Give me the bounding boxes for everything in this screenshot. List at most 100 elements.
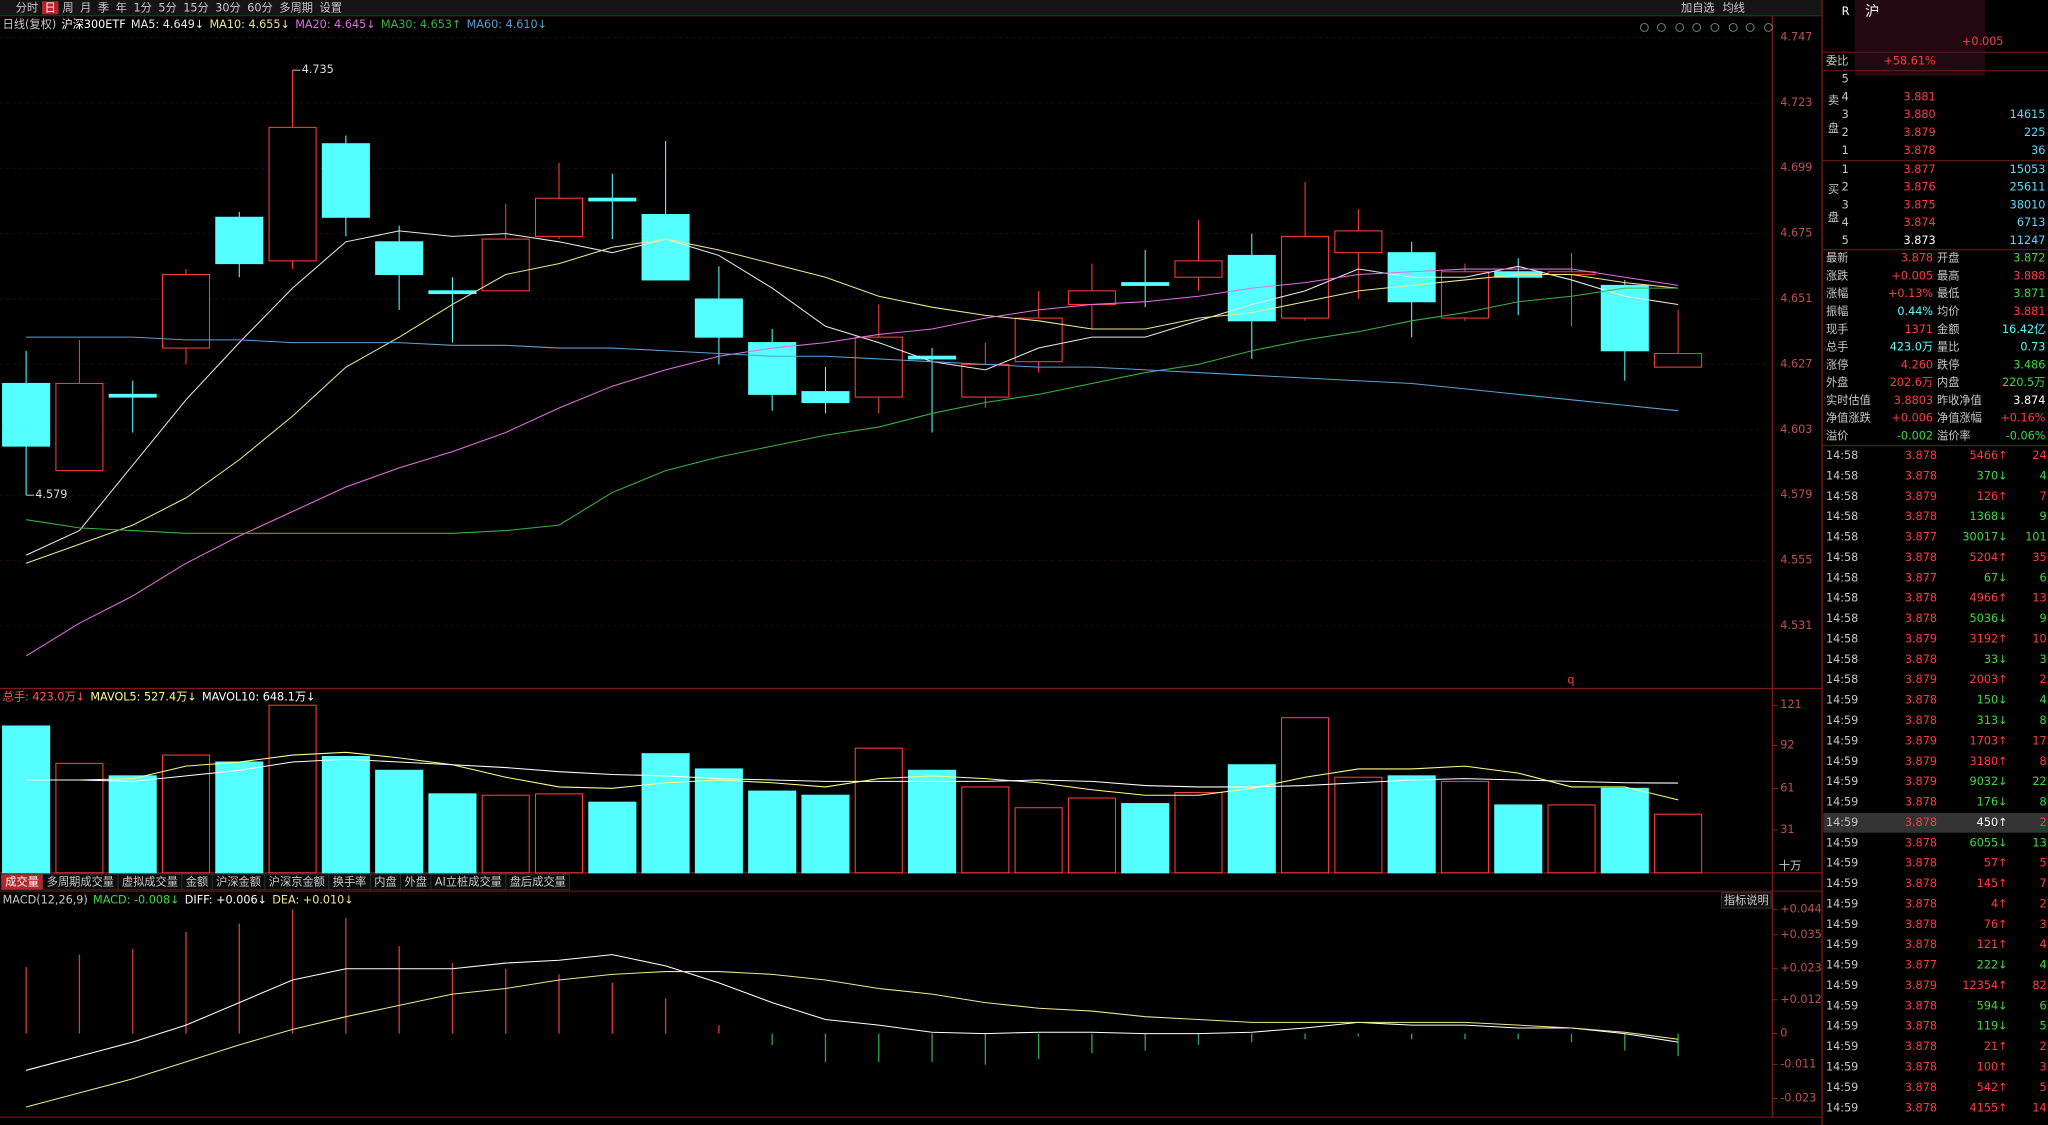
toolbar-tab[interactable]: 日 <box>45 1 56 14</box>
indicator-tab[interactable]: 沪深金额 <box>216 875 261 889</box>
tick-count: 2 <box>2040 1040 2047 1053</box>
book-volume: 11247 <box>2010 234 2046 247</box>
tick-time[interactable]: 14:59 <box>1826 959 1858 972</box>
toolbar-tab[interactable]: 5分 <box>158 1 176 14</box>
tick-price: 3.877 <box>1905 959 1937 972</box>
toolbar-tab[interactable]: 设置 <box>320 1 342 14</box>
indicator-tab[interactable]: 金额 <box>186 875 208 889</box>
tick-time[interactable]: 14:59 <box>1826 1101 1858 1114</box>
tick-volume: 450↑ <box>1977 816 2008 829</box>
tick-time[interactable]: 14:59 <box>1826 857 1858 870</box>
tick-time[interactable]: 14:59 <box>1826 1081 1858 1094</box>
volume-bar <box>428 793 477 874</box>
indicator-tab[interactable]: 盘后成交量 <box>510 875 566 889</box>
tick-time[interactable]: 14:59 <box>1826 816 1858 829</box>
tick-time[interactable]: 14:58 <box>1826 612 1858 625</box>
tick-time[interactable]: 14:59 <box>1826 938 1858 951</box>
tick-time[interactable]: 14:58 <box>1826 571 1858 584</box>
tick-time[interactable]: 14:59 <box>1826 775 1858 788</box>
tick-time[interactable]: 14:59 <box>1826 755 1858 768</box>
tick-volume: 126↑ <box>1977 490 2008 503</box>
tick-time[interactable]: 14:59 <box>1826 714 1858 727</box>
y-tick-label: 4.531 <box>1780 619 1812 632</box>
tick-time[interactable]: 14:59 <box>1826 1040 1858 1053</box>
volume-bar <box>801 794 850 874</box>
toolbar-tab[interactable]: 周 <box>62 1 73 14</box>
tick-time[interactable]: 14:58 <box>1826 551 1858 564</box>
tick-time[interactable]: 14:58 <box>1826 449 1858 462</box>
tick-time[interactable]: 14:59 <box>1826 918 1858 931</box>
tick-price: 3.878 <box>1905 999 1937 1012</box>
indicator-tab[interactable]: 虚拟成交量 <box>122 875 178 889</box>
tick-time[interactable]: 14:58 <box>1826 490 1858 503</box>
toolbar-tab[interactable]: 60分 <box>247 1 272 14</box>
legend-item: MAVOL10: 648.1万↓ <box>202 691 316 704</box>
candle-body <box>1334 230 1383 254</box>
volume-bar <box>748 790 797 874</box>
indicator-tab[interactable]: 多周期成交量 <box>47 875 114 889</box>
help-button[interactable]: 指标说明 <box>1724 893 1769 907</box>
indicator-tab[interactable]: 沪深京金额 <box>269 875 325 889</box>
tick-time[interactable]: 14:58 <box>1826 653 1858 666</box>
candle-body <box>481 238 530 292</box>
tick-time[interactable]: 14:59 <box>1826 877 1858 890</box>
toolbar-tab[interactable]: 15分 <box>183 1 208 14</box>
tick-time[interactable]: 14:59 <box>1826 979 1858 992</box>
tick-time[interactable]: 14:58 <box>1826 469 1858 482</box>
legend-item: DIFF: +0.006↓ <box>185 893 267 906</box>
candle-body <box>694 298 743 338</box>
tick-time[interactable]: 14:58 <box>1826 531 1858 544</box>
toolbar-tab[interactable]: 30分 <box>215 1 240 14</box>
candle-body <box>801 391 850 404</box>
y-tick-label: 31 <box>1780 823 1794 836</box>
tick-time[interactable]: 14:59 <box>1826 897 1858 910</box>
tick-time[interactable]: 14:59 <box>1826 734 1858 747</box>
tick-price: 3.878 <box>1905 449 1937 462</box>
tick-count: 5 <box>2040 1020 2047 1033</box>
tick-price: 3.879 <box>1905 490 1937 503</box>
stat-value: +0.16% <box>2000 412 2045 425</box>
tick-count: 7 <box>2040 877 2047 890</box>
tick-volume: 33↓ <box>1984 653 2008 666</box>
toolbar-tab[interactable]: 季 <box>98 1 109 14</box>
tick-volume: 67↓ <box>1984 571 2008 584</box>
y-tick-label: 4.723 <box>1780 96 1812 109</box>
tick-time[interactable]: 14:58 <box>1826 632 1858 645</box>
tick-time[interactable]: 14:59 <box>1826 694 1858 707</box>
volume-bar <box>1121 803 1170 874</box>
tick-time[interactable]: 14:59 <box>1826 796 1858 809</box>
toolbar-tab[interactable]: 分时 <box>16 1 38 14</box>
tick-time[interactable]: 14:59 <box>1826 836 1858 849</box>
indicator-line <box>26 287 1679 534</box>
tick-count: 4 <box>2040 938 2047 951</box>
candle-body <box>2 382 51 447</box>
indicator-tab[interactable]: 成交量 <box>5 875 39 889</box>
tick-time[interactable]: 14:59 <box>1826 999 1858 1012</box>
indicator-tab[interactable]: 内盘 <box>374 875 396 889</box>
tick-time[interactable]: 14:58 <box>1826 673 1858 686</box>
book-level: 1 <box>1842 163 1849 176</box>
toolbar-tab[interactable]: 多周期 <box>279 0 313 14</box>
stat-label: 振幅 <box>1826 304 1848 318</box>
toolbar-action[interactable]: 均线 <box>1722 0 1744 14</box>
tick-price: 3.878 <box>1905 1020 1937 1033</box>
tick-time[interactable]: 14:59 <box>1826 1020 1858 1033</box>
indicator-tab[interactable]: 外盘 <box>405 875 427 889</box>
toolbar-tab[interactable]: 月 <box>80 1 91 14</box>
toolbar-tab[interactable]: 年 <box>116 0 127 14</box>
tick-time[interactable]: 14:58 <box>1826 592 1858 605</box>
stat-label: 最低 <box>1937 287 1959 300</box>
toolbar-tab[interactable]: 1分 <box>133 1 151 14</box>
volume-bar <box>1547 804 1596 874</box>
book-price: 3.877 <box>1904 163 1936 176</box>
legend-item: 沪深300ETF <box>61 17 125 31</box>
tick-time[interactable]: 14:59 <box>1826 1061 1858 1074</box>
tick-time[interactable]: 14:58 <box>1826 510 1858 523</box>
tick-price: 3.879 <box>1905 632 1937 645</box>
indicator-line <box>25 238 1679 564</box>
toolbar-action[interactable]: 加自选 <box>1681 1 1715 14</box>
book-price: 3.879 <box>1904 126 1936 139</box>
candle-body <box>108 393 157 398</box>
indicator-tab[interactable]: AI立桩成交量 <box>435 875 502 889</box>
indicator-tab[interactable]: 换手率 <box>333 875 367 889</box>
